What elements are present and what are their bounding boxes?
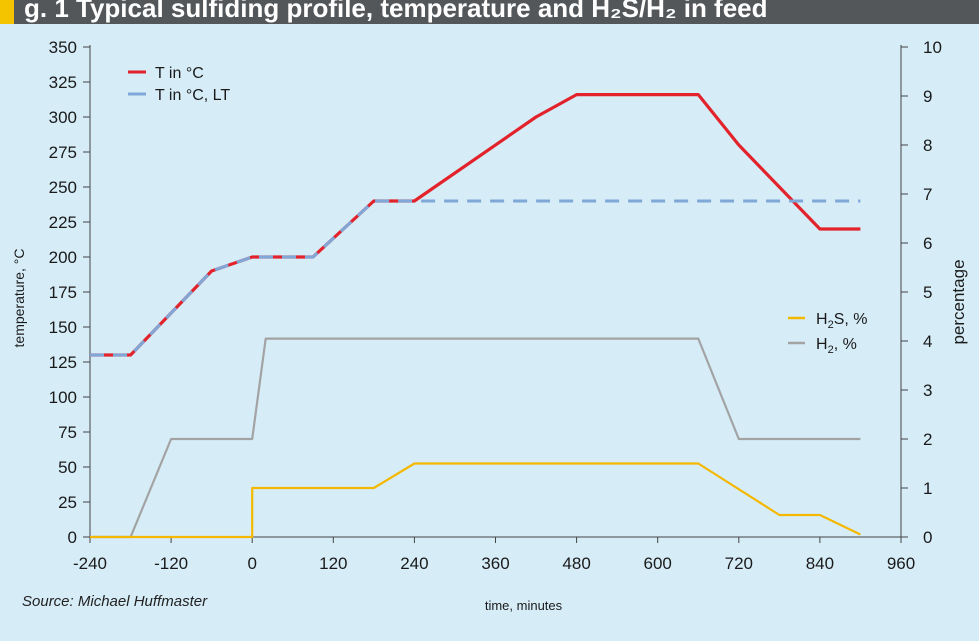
x-tick-label: 840 xyxy=(806,554,834,573)
y-left-tick-label: 300 xyxy=(49,108,77,127)
legend: T in °C T in °C, LT H2S, % H2, % xyxy=(128,65,867,356)
x-axis-title: time, minutes xyxy=(485,598,563,613)
x-tick-label: -240 xyxy=(73,554,107,573)
y-left-tick-label: 325 xyxy=(49,73,77,92)
legend-label: T in °C xyxy=(155,65,204,82)
y-left-tick-label: 0 xyxy=(68,528,77,547)
y-right-tick-label: 0 xyxy=(923,528,932,547)
series-lines xyxy=(90,92,861,539)
y-left-tick-label: 50 xyxy=(58,458,77,477)
y-left-tick-label: 150 xyxy=(49,318,77,337)
y-left-tick-label: 100 xyxy=(49,388,77,407)
chart-title: g. 1 Typical sulfiding profile, temperat… xyxy=(24,0,768,23)
y-left-tick-label: 75 xyxy=(58,423,77,442)
source-note: Source: Michael Huffmaster xyxy=(22,593,208,610)
x-tick-label: 0 xyxy=(247,554,256,573)
y-right-tick-label: 9 xyxy=(923,87,932,106)
legend-label: H2, % xyxy=(816,336,857,356)
axes: 0255075100125150175200225250275300325350… xyxy=(11,38,968,613)
y-left-tick-label: 350 xyxy=(49,38,77,57)
y-right-tick-label: 3 xyxy=(923,381,932,400)
series-t-lt-line xyxy=(90,199,861,357)
x-tick-label: 960 xyxy=(887,554,915,573)
y-left-tick-label: 125 xyxy=(49,353,77,372)
y-right-tick-label: 6 xyxy=(923,234,932,253)
x-tick-label: 360 xyxy=(481,554,509,573)
y-left-tick-label: 250 xyxy=(49,178,77,197)
x-tick-label: -120 xyxy=(154,554,188,573)
y-right-tick-label: 1 xyxy=(923,479,932,498)
y-right-tick-label: 7 xyxy=(923,185,932,204)
y-left-tick-label: 175 xyxy=(49,283,77,302)
legend-label: H2S, % xyxy=(816,311,867,331)
y-right-tick-label: 4 xyxy=(923,332,932,351)
x-tick-label: 720 xyxy=(725,554,753,573)
x-tick-label: 120 xyxy=(319,554,347,573)
series-h2-line xyxy=(90,337,861,539)
x-tick-label: 600 xyxy=(644,554,672,573)
y-left-tick-label: 225 xyxy=(49,213,77,232)
y-right-tick-label: 8 xyxy=(923,136,932,155)
title-accent xyxy=(0,0,14,24)
y-left-tick-label: 25 xyxy=(58,493,77,512)
series-t-line xyxy=(90,92,861,357)
x-tick-label: 240 xyxy=(400,554,428,573)
y-right-axis-title: percentage xyxy=(949,259,968,344)
y-right-tick-label: 5 xyxy=(923,283,932,302)
x-tick-label: 480 xyxy=(562,554,590,573)
y-left-tick-label: 275 xyxy=(49,143,77,162)
series-h2s-line xyxy=(90,462,861,539)
y-left-tick-label: 200 xyxy=(49,248,77,267)
y-right-tick-label: 2 xyxy=(923,430,932,449)
title-bar: g. 1 Typical sulfiding profile, temperat… xyxy=(0,0,979,24)
y-left-axis-title: temperature, °C xyxy=(11,249,27,348)
y-right-tick-label: 10 xyxy=(923,38,942,57)
legend-label: T in °C, LT xyxy=(155,87,230,104)
